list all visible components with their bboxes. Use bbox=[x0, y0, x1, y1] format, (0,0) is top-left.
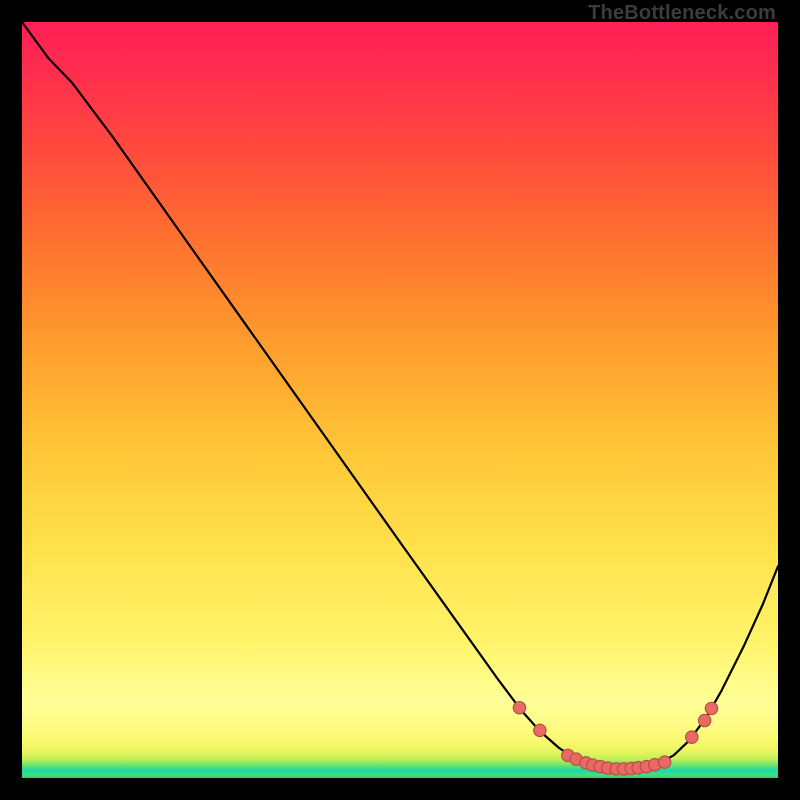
data-marker bbox=[705, 702, 717, 714]
data-marker bbox=[534, 724, 546, 736]
data-marker bbox=[698, 714, 710, 726]
data-marker bbox=[658, 756, 670, 768]
data-marker bbox=[513, 701, 525, 713]
plot-area bbox=[22, 22, 778, 778]
chart-svg bbox=[22, 22, 778, 778]
gradient-background bbox=[22, 22, 778, 778]
data-marker bbox=[686, 731, 698, 743]
chart-frame: TheBottleneck.com bbox=[0, 0, 800, 800]
watermark-text: TheBottleneck.com bbox=[588, 2, 776, 25]
